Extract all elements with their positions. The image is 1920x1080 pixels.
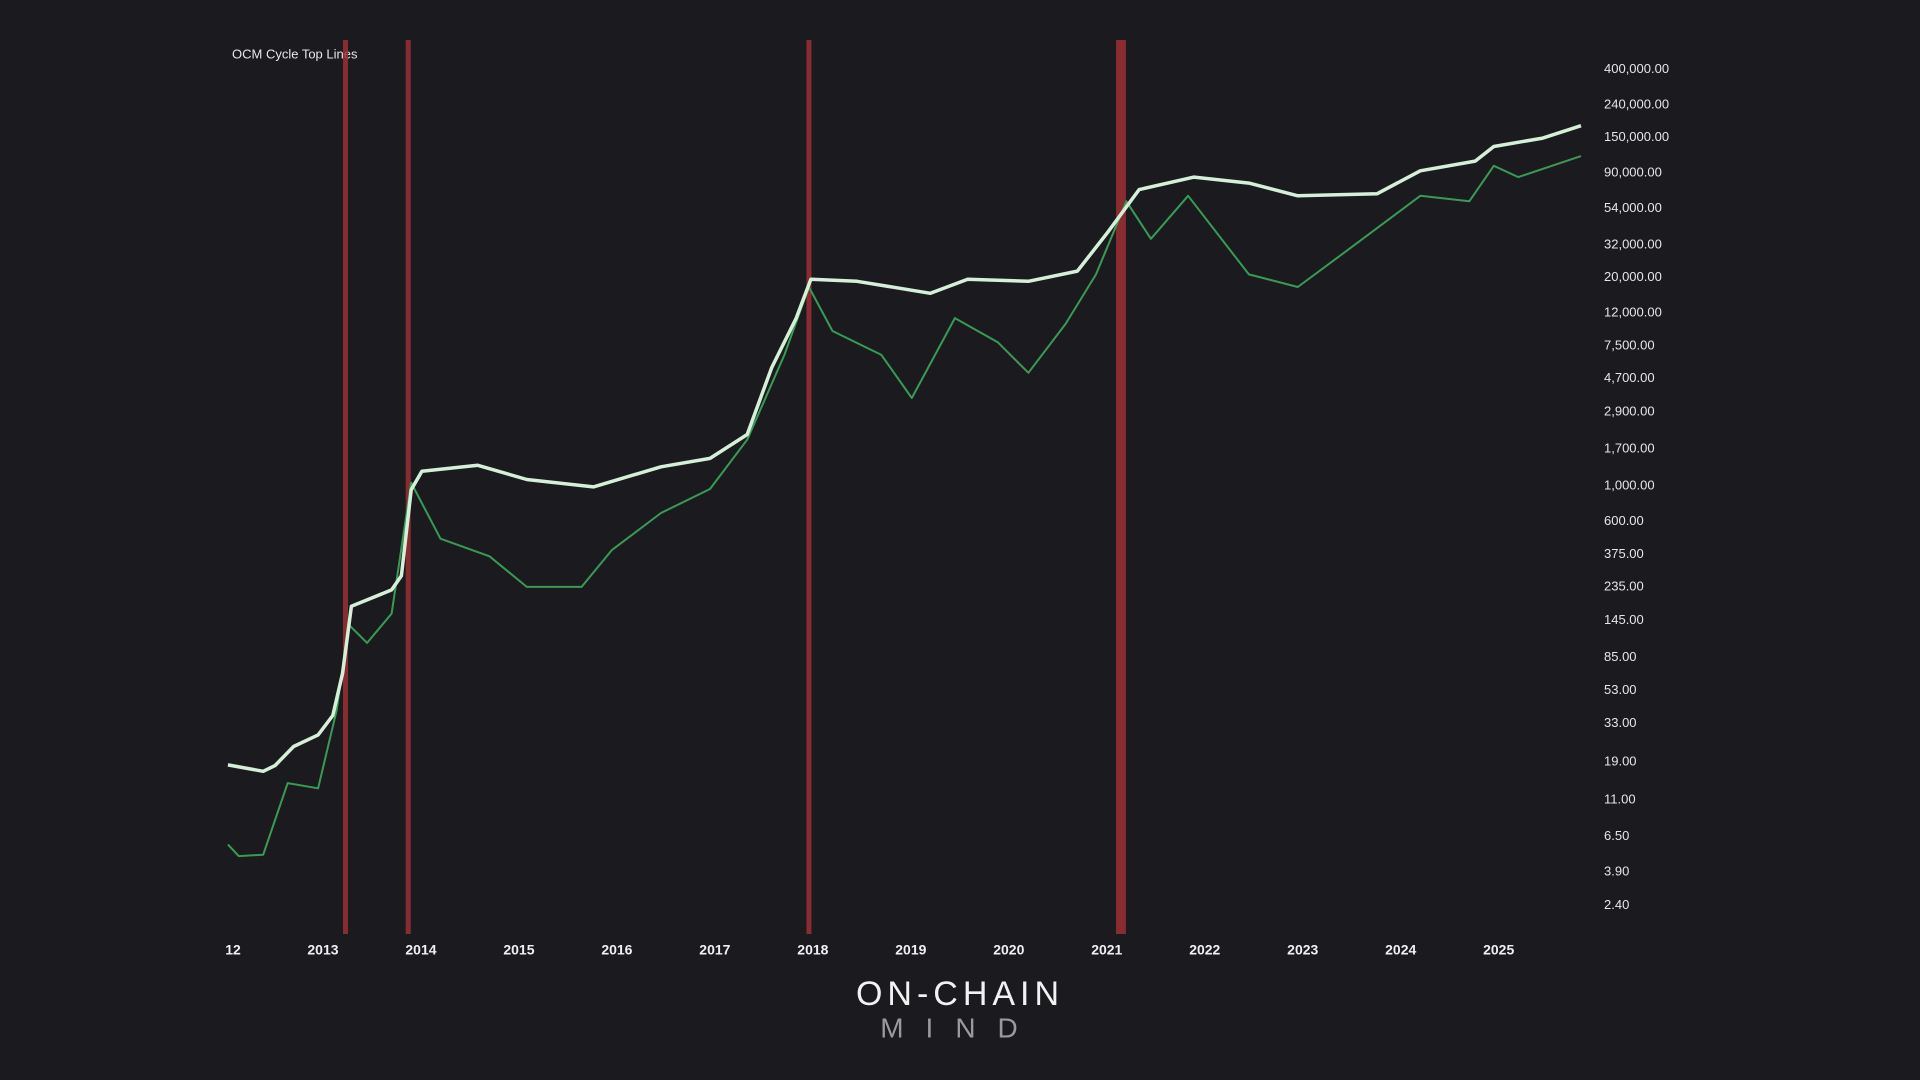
x-tick-label: 2014 — [405, 942, 436, 958]
watermark: ON-CHAIN — [856, 975, 1064, 1013]
y-tick-label: 19.00 — [1604, 753, 1637, 768]
y-tick-label: 1,700.00 — [1604, 441, 1655, 456]
y-tick-label: 375.00 — [1604, 546, 1644, 561]
y-tick-label: 145.00 — [1604, 612, 1644, 627]
y-tick-label: 3.90 — [1604, 863, 1629, 878]
y-tick-label: 600.00 — [1604, 513, 1644, 528]
x-tick-label: 2019 — [895, 942, 926, 958]
x-tick-label: 2017 — [699, 942, 730, 958]
x-tick-label: 2015 — [503, 942, 534, 958]
y-tick-label: 2,900.00 — [1604, 404, 1655, 419]
y-tick-label: 240,000.00 — [1604, 96, 1669, 111]
x-tick-label: 2020 — [993, 942, 1024, 958]
y-tick-label: 1,000.00 — [1604, 478, 1655, 493]
cycle-top-band — [1120, 40, 1126, 934]
y-tick-label: 2.40 — [1604, 897, 1629, 912]
y-tick-label: 11.00 — [1604, 791, 1636, 806]
x-tick-label: 2022 — [1189, 942, 1220, 958]
cycle-top-band — [1116, 40, 1122, 934]
y-tick-label: 235.00 — [1604, 578, 1644, 593]
cycle-top-band — [343, 40, 349, 934]
y-tick-label: 33.00 — [1604, 715, 1637, 730]
x-tick-label: 2025 — [1483, 942, 1514, 958]
y-tick-label: 32,000.00 — [1604, 236, 1662, 251]
y-tick-label: 150,000.00 — [1604, 129, 1669, 144]
x-tick-label: 2018 — [797, 942, 828, 958]
watermark: MIND — [880, 1012, 1040, 1043]
y-tick-label: 85.00 — [1604, 649, 1637, 664]
cycle-top-band — [405, 40, 411, 934]
series-line — [227, 124, 1582, 774]
x-tick-label: 2024 — [1385, 942, 1416, 958]
x-tick-label: 2021 — [1091, 942, 1122, 958]
chart-title: OCM Cycle Top Lines — [232, 46, 358, 61]
y-tick-label: 90,000.00 — [1604, 165, 1662, 180]
cycle-top-band — [806, 40, 812, 934]
x-tick-label: 2016 — [601, 942, 632, 958]
x-tick-label: 12 — [225, 942, 241, 958]
y-tick-label: 12,000.00 — [1604, 305, 1662, 320]
x-tick-label: 2013 — [307, 942, 338, 958]
y-tick-label: 54,000.00 — [1604, 200, 1662, 215]
y-tick-label: 7,500.00 — [1604, 337, 1655, 352]
y-tick-label: 400,000.00 — [1604, 61, 1669, 76]
y-tick-label: 4,700.00 — [1604, 370, 1655, 385]
x-tick-label: 2023 — [1287, 942, 1318, 958]
y-tick-label: 53.00 — [1604, 682, 1637, 697]
y-tick-label: 20,000.00 — [1604, 269, 1662, 284]
y-tick-label: 6.50 — [1604, 828, 1629, 843]
